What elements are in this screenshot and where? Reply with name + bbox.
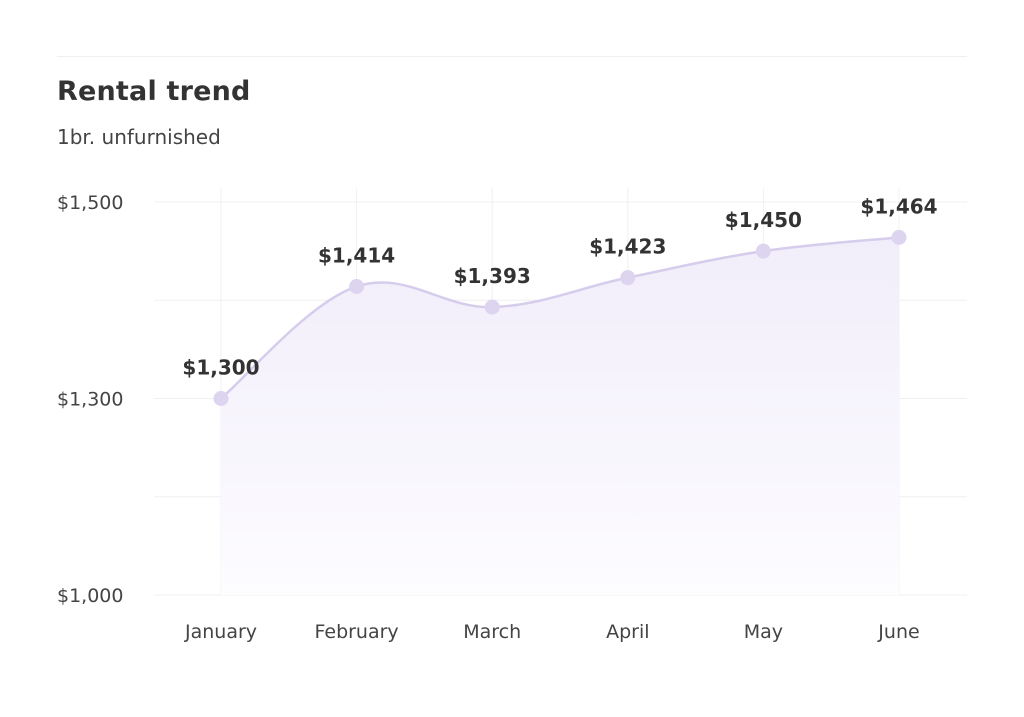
data-point-january[interactable] <box>213 391 229 406</box>
x-tick-label-february: February <box>314 621 398 643</box>
data-label-january: $1,300 <box>182 356 259 380</box>
area-layer <box>220 236 900 595</box>
axis-layer: $1,000 $1,300 $1,500 January February March Ap… <box>57 192 920 643</box>
data-label-may: $1,450 <box>725 208 802 232</box>
chart-title: Rental trend <box>57 76 251 107</box>
area-fill <box>221 237 899 595</box>
data-label-march: $1,393 <box>454 264 531 288</box>
x-tick-label-january: January <box>184 621 257 643</box>
series-line <box>220 236 900 400</box>
x-tick-label-june: June <box>877 621 919 643</box>
data-point-february[interactable] <box>349 278 365 294</box>
marker-layer <box>213 229 907 406</box>
x-tick-label-april: April <box>606 621 649 643</box>
label-layer: $1,300 $1,414 $1,393 $1,423 $1,450 $1,464 <box>182 194 937 379</box>
y-tick-label: $1,500 <box>57 192 123 214</box>
chart-subtitle: 1br. unfurnished <box>57 125 221 149</box>
y-tick-label: $1,300 <box>57 389 123 411</box>
data-label-june: $1,464 <box>860 194 937 218</box>
data-point-april[interactable] <box>620 270 636 286</box>
x-tick-label-march: March <box>463 621 521 643</box>
data-point-may[interactable] <box>755 243 771 259</box>
data-label-february: $1,414 <box>318 243 395 267</box>
x-tick-label-may: May <box>744 621 783 643</box>
y-tick-label: $1,000 <box>57 585 123 607</box>
top-divider <box>57 56 967 57</box>
data-point-june[interactable] <box>891 229 907 245</box>
data-label-april: $1,423 <box>589 235 666 259</box>
data-point-march[interactable] <box>484 299 500 315</box>
